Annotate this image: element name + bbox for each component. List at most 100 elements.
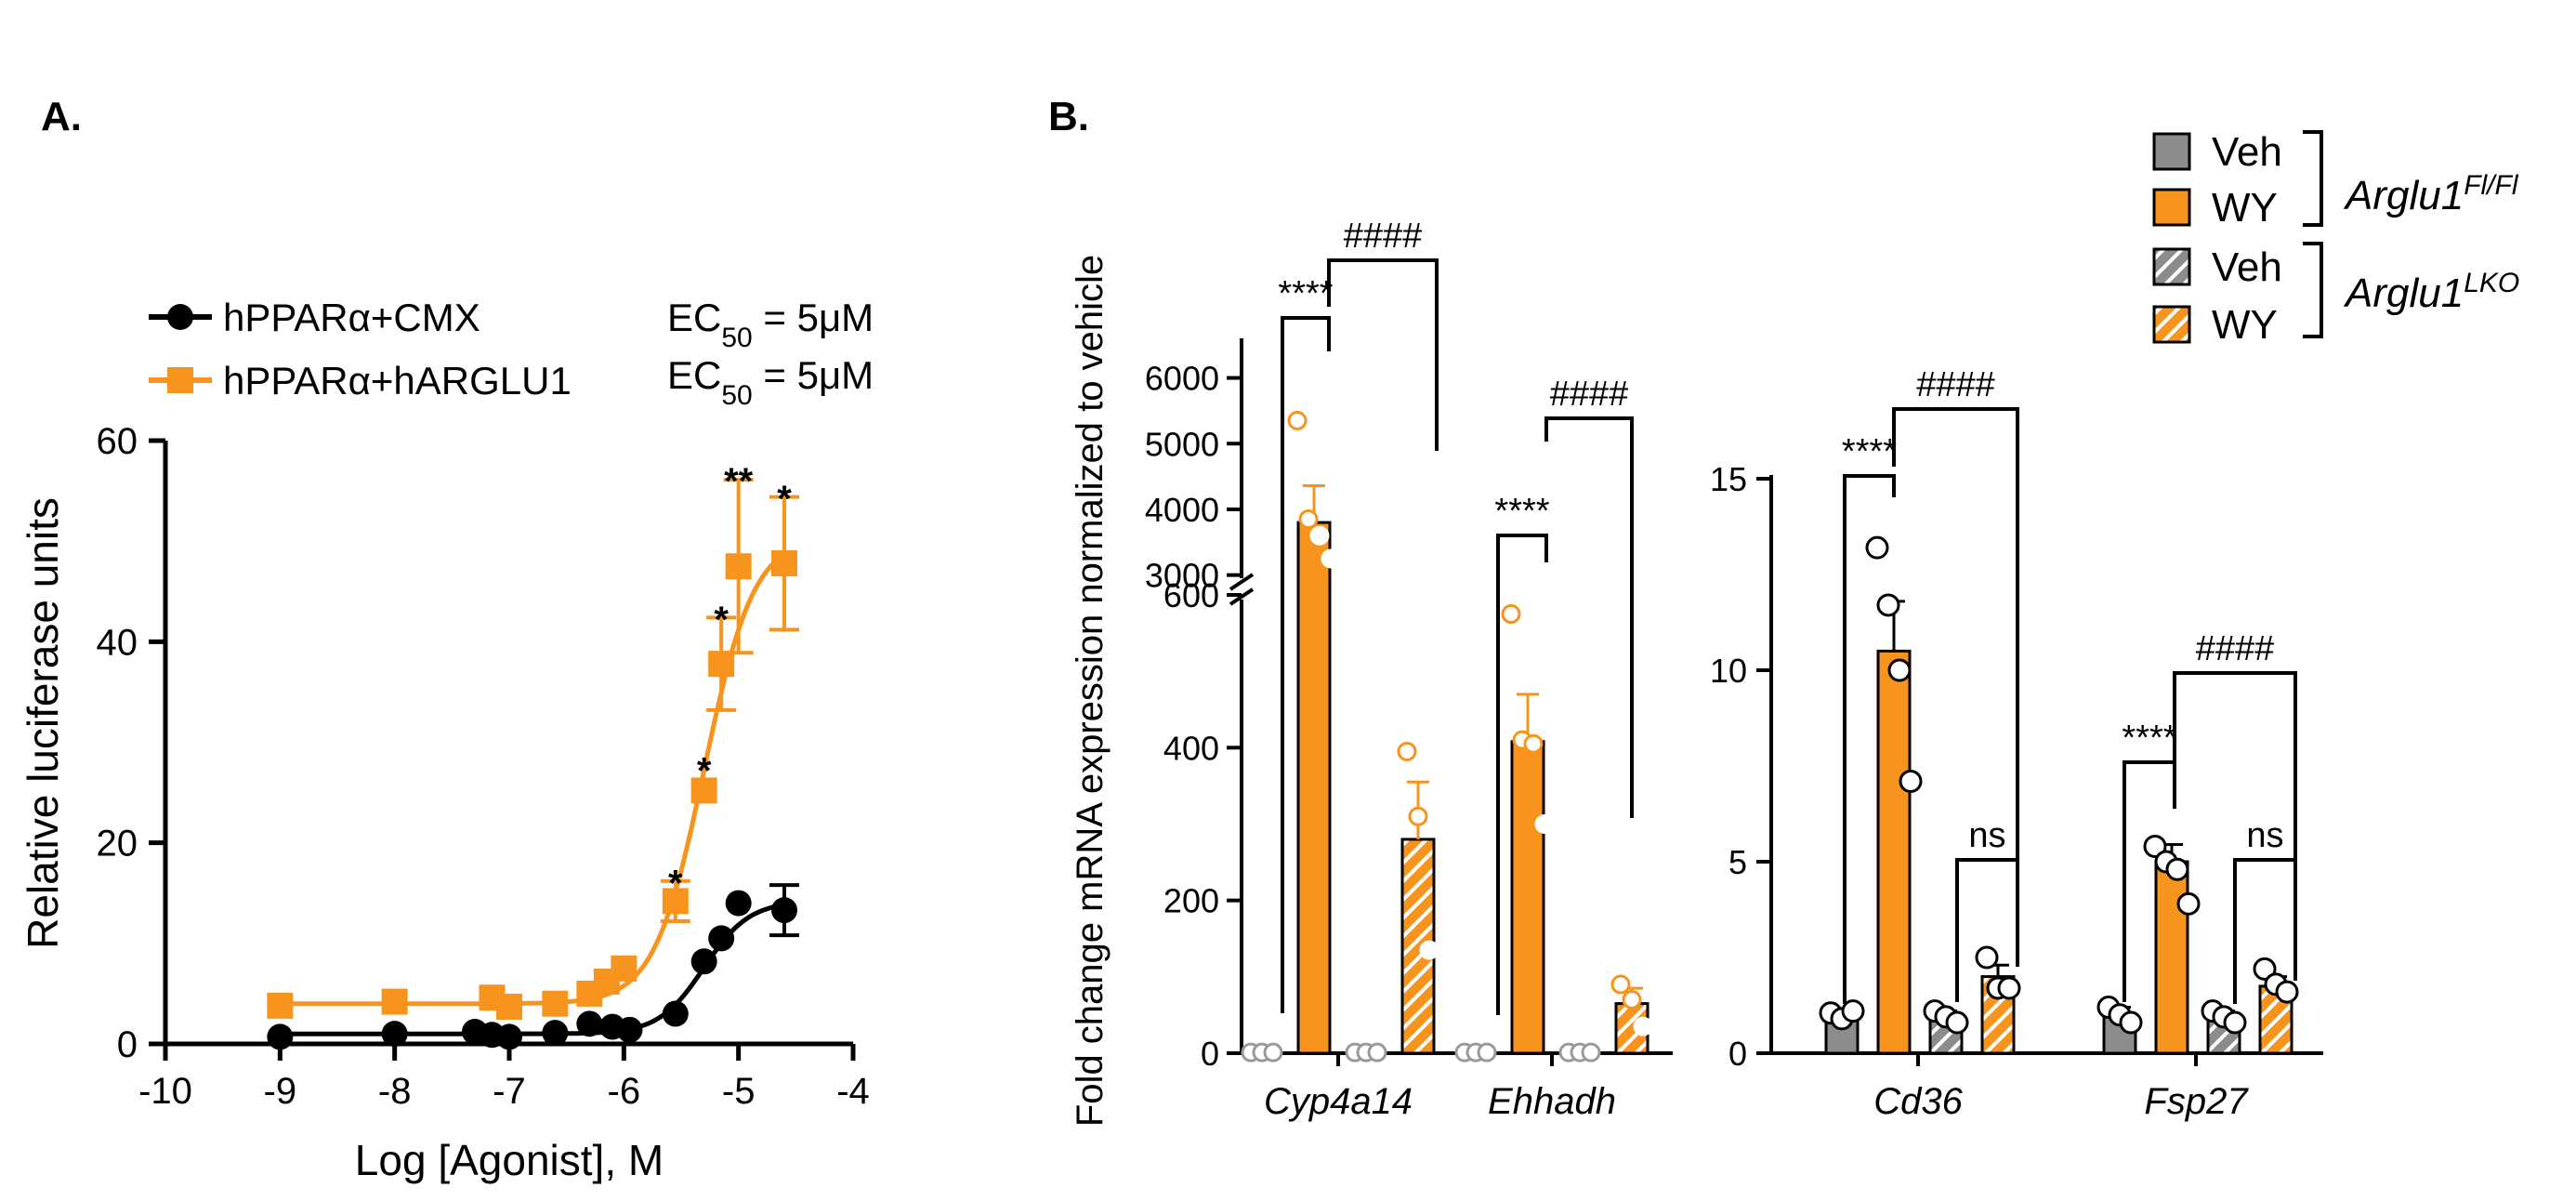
x-tick-label: -8: [378, 1071, 412, 1112]
data-point-cmx: [616, 1016, 643, 1043]
replicate-point: [1975, 945, 1999, 970]
replicate-point: [1408, 806, 1428, 826]
replicate-point: [1534, 814, 1555, 834]
data-point-cmx: [496, 1023, 522, 1050]
replicate-point: [1610, 974, 1631, 995]
panel-a-y-axis-title: Relative luciferase units: [19, 497, 67, 949]
legend-circle-marker: [167, 304, 193, 330]
data-point-cmx: [662, 1000, 689, 1027]
replicate-point: [1321, 548, 1341, 569]
bar-wy-flfl: [2154, 860, 2189, 1055]
legend-label-veh-flfl: Veh: [2212, 129, 2282, 175]
x-category-label: Cd36: [1873, 1081, 1963, 1122]
axis-break-mark: [1229, 573, 1255, 591]
sig-bracket-wy-label: ****: [2122, 719, 2176, 758]
data-point-arglu1: [708, 651, 735, 678]
x-tick-label: -4: [836, 1071, 870, 1112]
sig-bracket-ns: [2233, 858, 2297, 1004]
data-point-arglu1: [725, 553, 752, 580]
legend-genotype-flfl: Arglu1Fl/Fl: [2343, 170, 2519, 219]
replicate-point: [1841, 999, 1865, 1023]
legend-bracket-flfl: [2303, 130, 2323, 227]
y-tick-label: 10: [1710, 652, 1747, 690]
sig-bracket-wy-label: ****: [1278, 274, 1333, 313]
sig-bracket-wy-label: ****: [1494, 492, 1549, 531]
x-tick-label: -9: [264, 1071, 297, 1112]
significance-star: **: [724, 461, 754, 502]
panel-b-y-axis-title: Fold change mRNA expression normalized t…: [1070, 255, 1111, 1127]
data-point-cmx: [690, 948, 717, 975]
replicate-point: [1899, 769, 1923, 793]
replicate-point: [2119, 1010, 2143, 1035]
y-tick-label: 40: [97, 622, 138, 663]
data-point-arglu1: [662, 888, 689, 915]
legend-swatch-veh-flfl: [2152, 132, 2191, 171]
sig-bracket-wy: [1496, 534, 1548, 1015]
y-tick-label: 400: [1163, 729, 1219, 767]
replicate-point: [1876, 593, 1900, 617]
panel-b-legend: Veh WY Veh WY Arglu1Fl/Fl Arglu1LKO: [2152, 129, 2519, 348]
data-point-arglu1: [771, 549, 797, 576]
replicate-point: [1997, 976, 2021, 1000]
legend-bracket-lko: [2303, 242, 2323, 338]
ec50-cmx: EC50 = 5μM: [667, 296, 874, 353]
data-point-cmx: [381, 1021, 408, 1048]
legend-label-cmx: hPPARα+CMX: [223, 296, 480, 339]
sig-bracket-ns-label: ns: [2246, 816, 2283, 855]
sig-bracket-ns: [1955, 858, 2019, 1002]
y-tick-label: 3000: [1145, 557, 1219, 595]
data-point-arglu1: [542, 990, 569, 1017]
replicate-point: [1633, 1016, 1653, 1036]
sig-bracket-lko: [2173, 671, 2297, 981]
x-tick-label: -10: [138, 1071, 192, 1112]
legend-genotype-lko: Arglu1LKO: [2343, 268, 2519, 317]
sig-bracket-wy-label: ****: [1842, 432, 1897, 471]
panel-b-label: B.: [1048, 94, 1089, 139]
bar-wy-flfl: [1876, 649, 1912, 1055]
panel-a-data: ***** *: [267, 461, 799, 1050]
sig-bracket-lko: [1327, 258, 1439, 451]
data-point-cmx: [771, 897, 797, 924]
y-tick-label: 20: [97, 824, 138, 864]
x-tick-label: -5: [722, 1071, 756, 1112]
y-tick-label: 200: [1163, 882, 1219, 920]
data-point-cmx: [576, 1010, 603, 1037]
y-tick-label: 4000: [1145, 491, 1219, 529]
replicate-point: [1309, 525, 1330, 546]
x-tick-label: -7: [493, 1071, 526, 1112]
y-tick-label: 600: [1163, 576, 1219, 614]
legend-square-marker: [167, 367, 193, 393]
significance-star: *: [668, 863, 683, 904]
y-tick-label: 15: [1710, 460, 1747, 498]
panel-a-label: A.: [41, 94, 82, 139]
sig-bracket-wy: [1843, 474, 1896, 1004]
sig-bracket-lko: [1892, 407, 2019, 967]
replicate-point: [1298, 509, 1319, 530]
sig-bracket-lko-label: ####: [1916, 365, 1995, 404]
replicate-point: [1865, 535, 1889, 560]
data-point-cmx: [725, 890, 752, 917]
y-tick-label: 0: [117, 1024, 138, 1065]
replicate-point: [2223, 1010, 2247, 1035]
y-tick-label: 0: [1201, 1035, 1219, 1073]
x-category-label: Cyp4a14: [1264, 1081, 1413, 1122]
replicate-point: [1523, 733, 1544, 754]
sig-bracket-ns-label: ns: [1968, 816, 2005, 855]
replicate-point: [2143, 835, 2167, 859]
panel-a-legend: hPPARα+CMX hPPARα+hARGLU1: [149, 296, 572, 403]
replicate-point: [1287, 411, 1308, 431]
replicate-point: [1477, 1042, 1497, 1062]
sig-bracket-lko-label: ####: [1344, 217, 1423, 256]
data-point-arglu1: [690, 777, 717, 804]
replicate-point: [1945, 1010, 1969, 1035]
y-tick-label: 60: [97, 421, 138, 462]
data-point-cmx: [708, 925, 735, 952]
significance-star: *: [697, 750, 712, 791]
legend-label-veh-lko: Veh: [2212, 244, 2282, 290]
replicate-point: [2165, 857, 2189, 881]
data-point-arglu1: [381, 988, 408, 1015]
legend-swatch-veh-lko: [2152, 247, 2191, 286]
